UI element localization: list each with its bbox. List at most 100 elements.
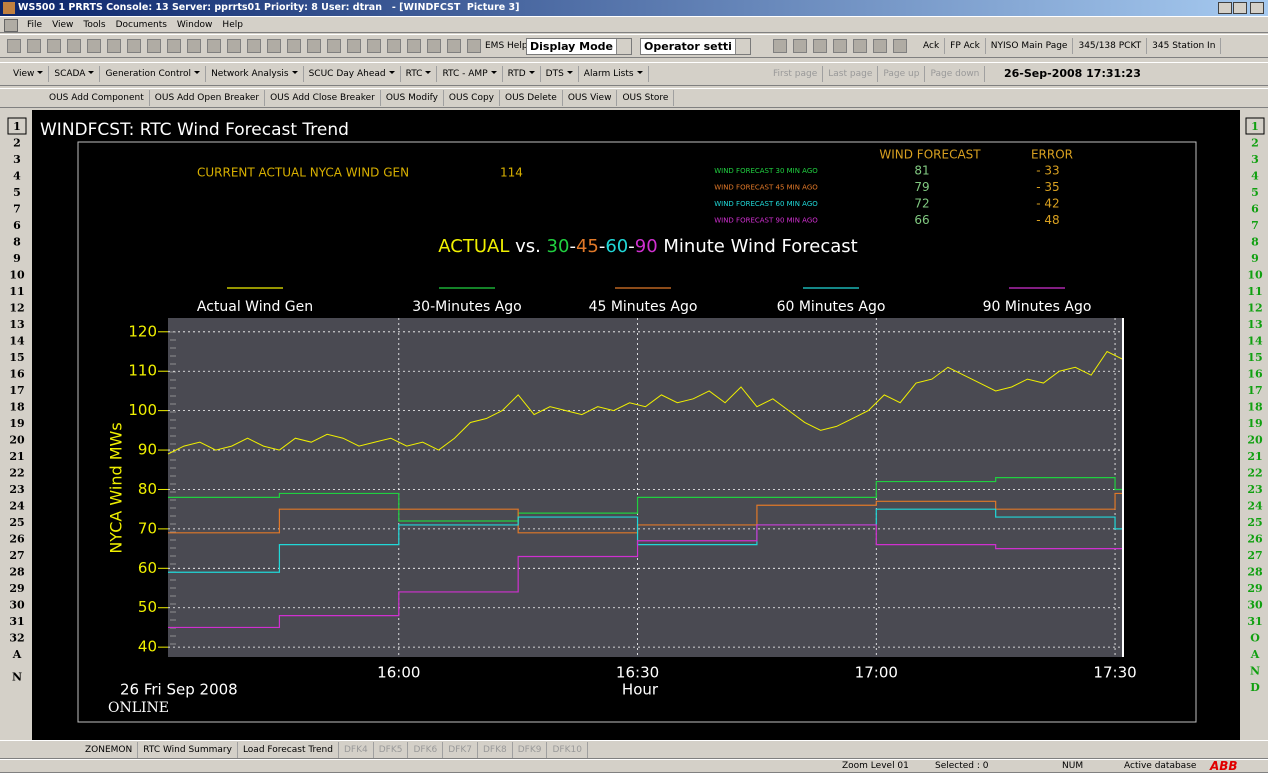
tool-icon[interactable]: [367, 39, 381, 53]
toolbar-button[interactable]: Ack: [918, 38, 946, 54]
tool-icon[interactable]: [147, 39, 161, 53]
combo-box[interactable]: Operator setti: [640, 37, 751, 55]
toolbar-menu[interactable]: RTC - AMP: [437, 66, 503, 82]
forecast-label: WIND FORECAST 45 MIN AGO: [714, 184, 818, 192]
row-number: 21: [9, 450, 24, 463]
tool-icon[interactable]: [793, 39, 807, 53]
tool-icon[interactable]: [127, 39, 141, 53]
toolbar-button[interactable]: NYISO Main Page: [986, 38, 1074, 54]
ous-button[interactable]: OUS Store: [617, 90, 675, 106]
tab[interactable]: Load Forecast Trend: [238, 741, 339, 758]
tool-icon[interactable]: [87, 39, 101, 53]
menu-item[interactable]: Window: [176, 19, 213, 30]
toolbar-menu[interactable]: Generation Control: [100, 66, 207, 82]
row-number: N: [12, 671, 22, 684]
x-tick-label: 17:00: [855, 664, 898, 682]
toolbar-menu[interactable]: SCADA: [49, 66, 101, 82]
ous-button[interactable]: OUS Add Close Breaker: [265, 90, 381, 106]
toolbar-menu[interactable]: View: [8, 66, 50, 82]
toolbar-menu[interactable]: SCUC Day Ahead: [304, 66, 401, 82]
tool-icon[interactable]: [287, 39, 301, 53]
ous-button[interactable]: OUS Add Open Breaker: [150, 90, 266, 106]
menu-item[interactable]: File: [27, 19, 43, 30]
series-line: [167, 350, 1124, 455]
current-label: CURRENT ACTUAL NYCA WIND GEN: [197, 166, 409, 180]
tool-icon[interactable]: [107, 39, 121, 53]
tool-icon[interactable]: [893, 39, 907, 53]
series-line: [168, 508, 1123, 573]
toolbar-menu[interactable]: RTD: [503, 66, 541, 82]
row-number: 15: [9, 351, 24, 364]
tool-icon[interactable]: [407, 39, 421, 53]
x-tick-label: 17:30: [1093, 664, 1136, 682]
status-bar: Zoom Level 01 Selected : 0 NUM Active da…: [0, 759, 1268, 773]
tool-icon[interactable]: [853, 39, 867, 53]
title-part: 45: [576, 236, 599, 257]
row-number: 29: [1247, 582, 1262, 595]
menu-item[interactable]: Help: [222, 19, 243, 30]
tab[interactable]: RTC Wind Summary: [138, 741, 238, 758]
row-number: 16: [1247, 368, 1263, 381]
toolbar-menu[interactable]: DTS: [541, 66, 579, 82]
toolbar-menu[interactable]: Alarm Lists: [579, 66, 649, 82]
tool-icon[interactable]: [347, 39, 361, 53]
y-tick-label: 80: [138, 480, 157, 498]
ous-button[interactable]: OUS View: [563, 90, 618, 106]
row-number: 18: [9, 401, 25, 414]
tool-icon[interactable]: [467, 39, 481, 53]
ous-button[interactable]: OUS Delete: [500, 90, 563, 106]
row-number: 19: [1247, 417, 1262, 430]
tool-icon[interactable]: [167, 39, 181, 53]
zoom-status: Zoom Level 01: [842, 761, 909, 771]
ous-button[interactable]: OUS Add Component: [44, 90, 150, 106]
toolbar-button[interactable]: 345/138 PCKT: [1073, 38, 1148, 54]
toolbar-menu[interactable]: Network Analysis: [206, 66, 304, 82]
toolbar-button[interactable]: FP Ack: [945, 38, 986, 54]
title-part: Minute Wind Forecast: [658, 236, 858, 257]
tabs: ZONEMON RTC Wind Summary Load Forecast Tre…: [80, 741, 588, 758]
tool-icon[interactable]: [773, 39, 787, 53]
maximize-button[interactable]: [1233, 2, 1247, 14]
tool-icon[interactable]: [833, 39, 847, 53]
tool-icon[interactable]: [267, 39, 281, 53]
page-button: First page: [768, 66, 824, 82]
date-label: 26 Fri Sep 2008: [120, 681, 238, 699]
tool-icon[interactable]: [873, 39, 887, 53]
title-part: 30: [547, 236, 570, 257]
forecast-value: 81: [914, 164, 929, 178]
y-tick-label: 40: [138, 638, 157, 656]
tool-icon[interactable]: [27, 39, 41, 53]
tool-icon[interactable]: [187, 39, 201, 53]
plot-area: [168, 318, 1123, 657]
tool-icon[interactable]: [387, 39, 401, 53]
abb-logo: ABB: [1210, 759, 1238, 773]
combo-box[interactable]: Display Mode: [526, 37, 633, 55]
tool-icon[interactable]: [7, 39, 21, 53]
tool-icon[interactable]: [447, 39, 461, 53]
ous-button[interactable]: OUS Copy: [444, 90, 500, 106]
forecast-error: - 33: [1036, 164, 1059, 178]
tool-icon[interactable]: [813, 39, 827, 53]
tab[interactable]: ZONEMON: [80, 741, 139, 758]
tool-icon[interactable]: [207, 39, 221, 53]
tool-icon[interactable]: [47, 39, 61, 53]
menu-item[interactable]: Documents: [115, 19, 167, 30]
ous-button[interactable]: OUS Modify: [381, 90, 444, 106]
tool-icon[interactable]: [307, 39, 321, 53]
tool-icon[interactable]: [427, 39, 441, 53]
menu-item[interactable]: Tools: [83, 19, 106, 30]
toolbar-menu[interactable]: RTC: [401, 66, 438, 82]
title-part: 90: [635, 236, 658, 257]
close-button[interactable]: [1250, 2, 1264, 14]
tool-icon[interactable]: [227, 39, 241, 53]
row-number: 25: [1247, 516, 1262, 529]
toolbar-button[interactable]: 345 Station In: [1147, 38, 1222, 54]
menu-item[interactable]: View: [52, 19, 74, 30]
toolbar-icons: [4, 35, 484, 57]
tool-icon[interactable]: [327, 39, 341, 53]
tool-icon[interactable]: [67, 39, 81, 53]
tool-icon[interactable]: [247, 39, 261, 53]
minimize-button[interactable]: [1218, 2, 1232, 14]
title-part: -: [599, 236, 606, 257]
toolbar-menus: View SCADA Generation Control Network Analy…: [8, 63, 649, 85]
